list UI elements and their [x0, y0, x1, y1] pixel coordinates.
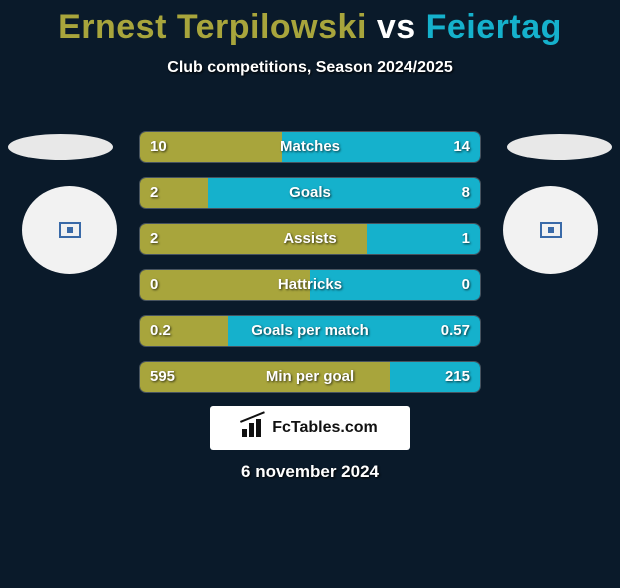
bar-segment-player1	[140, 178, 208, 208]
player2-avatar	[503, 186, 598, 274]
bar-segment-player2	[310, 270, 480, 300]
bar-segment-player2	[367, 224, 480, 254]
bar-segment-player1	[140, 224, 367, 254]
player1-name: Ernest Terpilowski	[58, 8, 367, 46]
player2-team-ellipse	[507, 134, 612, 160]
stat-bars: Matches1014 Goals28 Assists21 Hattricks00 Go…	[140, 132, 480, 408]
stat-bar-row: Goals28	[140, 178, 480, 208]
player2-name: Feiertag	[426, 8, 562, 46]
vs-text: vs	[377, 8, 416, 46]
player1-avatar	[22, 186, 117, 274]
stat-bar-row: Matches1014	[140, 132, 480, 162]
bar-segment-player2	[390, 362, 480, 392]
comparison-title: Ernest Terpilowski vs Feiertag	[0, 8, 620, 47]
brand-text: FcTables.com	[272, 419, 378, 437]
fctables-logo-icon	[242, 419, 266, 437]
bar-segment-player1	[140, 316, 228, 346]
bar-segment-player2	[208, 178, 480, 208]
subtitle: Club competitions, Season 2024/2025	[0, 59, 620, 77]
avatar-placeholder-icon	[59, 222, 81, 238]
stat-bar-row: Hattricks00	[140, 270, 480, 300]
bar-segment-player1	[140, 132, 282, 162]
stat-bar-row: Assists21	[140, 224, 480, 254]
player1-team-ellipse	[8, 134, 113, 160]
avatar-placeholder-icon	[540, 222, 562, 238]
stat-bar-row: Goals per match0.20.57	[140, 316, 480, 346]
bar-segment-player1	[140, 270, 310, 300]
date-text: 6 november 2024	[0, 462, 620, 482]
bar-segment-player1	[140, 362, 390, 392]
stat-bar-row: Min per goal595215	[140, 362, 480, 392]
bar-segment-player2	[282, 132, 480, 162]
brand-badge: FcTables.com	[210, 406, 410, 450]
bar-segment-player2	[228, 316, 480, 346]
